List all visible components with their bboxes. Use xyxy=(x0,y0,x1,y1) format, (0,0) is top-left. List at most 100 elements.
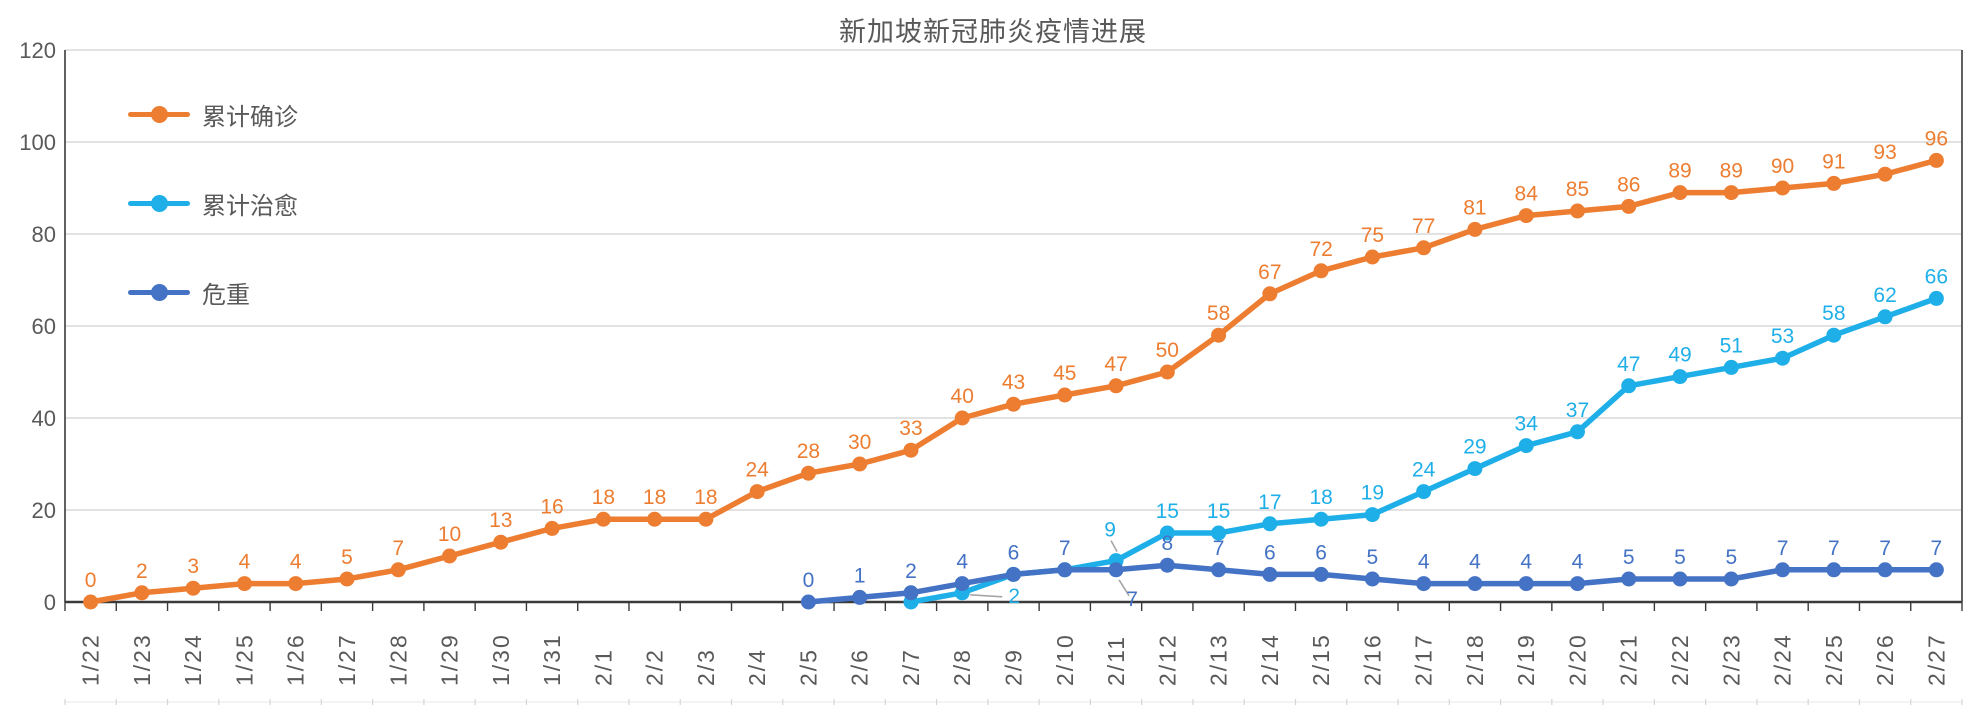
svg-text:1/31: 1/31 xyxy=(539,633,565,686)
critical-series-marker-icon xyxy=(128,283,190,301)
svg-text:2: 2 xyxy=(136,560,148,583)
legend-label-cured: 累计治愈 xyxy=(202,192,298,220)
svg-text:2/4: 2/4 xyxy=(744,648,770,686)
svg-text:6: 6 xyxy=(1264,541,1276,564)
svg-text:5: 5 xyxy=(1674,546,1686,569)
svg-text:89: 89 xyxy=(1668,160,1691,183)
svg-text:2/16: 2/16 xyxy=(1359,633,1385,686)
svg-text:40: 40 xyxy=(32,406,56,431)
svg-text:53: 53 xyxy=(1771,325,1794,348)
svg-text:2/8: 2/8 xyxy=(949,648,975,686)
svg-text:47: 47 xyxy=(1104,353,1127,376)
svg-text:2: 2 xyxy=(905,560,917,583)
legend-item-critical: 危重 xyxy=(128,276,298,309)
svg-text:5: 5 xyxy=(1367,546,1379,569)
svg-text:85: 85 xyxy=(1566,178,1589,201)
svg-text:47: 47 xyxy=(1617,353,1640,376)
svg-text:18: 18 xyxy=(643,486,666,509)
svg-text:100: 100 xyxy=(19,130,56,155)
svg-text:1: 1 xyxy=(854,564,866,587)
confirmed-series-marker-icon xyxy=(128,105,190,123)
svg-text:2/21: 2/21 xyxy=(1616,633,1642,686)
svg-text:33: 33 xyxy=(899,417,922,440)
svg-text:1/29: 1/29 xyxy=(437,633,463,686)
svg-text:89: 89 xyxy=(1720,160,1743,183)
svg-text:18: 18 xyxy=(1309,486,1332,509)
svg-text:16: 16 xyxy=(540,495,563,518)
svg-text:43: 43 xyxy=(1002,371,1025,394)
svg-text:2/5: 2/5 xyxy=(795,648,821,686)
svg-text:58: 58 xyxy=(1207,302,1230,325)
svg-text:80: 80 xyxy=(32,222,56,247)
svg-text:2/2: 2/2 xyxy=(642,648,668,686)
legend-item-cured: 累计治愈 xyxy=(128,187,298,220)
svg-text:17: 17 xyxy=(1258,491,1281,514)
svg-text:1/22: 1/22 xyxy=(78,633,104,686)
svg-text:24: 24 xyxy=(1412,459,1436,482)
svg-text:2/14: 2/14 xyxy=(1257,633,1283,686)
svg-text:86: 86 xyxy=(1617,173,1640,196)
svg-text:9: 9 xyxy=(1104,519,1116,542)
svg-text:37: 37 xyxy=(1566,399,1589,422)
svg-text:45: 45 xyxy=(1053,362,1076,385)
svg-text:4: 4 xyxy=(1469,551,1481,574)
legend-label-confirmed: 累计确诊 xyxy=(202,103,298,131)
svg-text:50: 50 xyxy=(1156,339,1179,362)
svg-text:1/25: 1/25 xyxy=(231,633,257,686)
svg-text:67: 67 xyxy=(1258,261,1281,284)
svg-text:5: 5 xyxy=(1725,546,1737,569)
svg-text:1/26: 1/26 xyxy=(283,633,309,686)
svg-text:2/26: 2/26 xyxy=(1872,633,1898,686)
svg-text:30: 30 xyxy=(848,431,871,454)
svg-text:84: 84 xyxy=(1515,183,1539,206)
svg-text:2/6: 2/6 xyxy=(847,648,873,686)
svg-text:90: 90 xyxy=(1771,155,1794,178)
svg-text:2/18: 2/18 xyxy=(1462,633,1488,686)
legend-item-confirmed: 累计确诊 xyxy=(128,98,298,131)
svg-text:60: 60 xyxy=(32,314,56,339)
svg-text:7: 7 xyxy=(1777,537,1789,560)
svg-text:2/7: 2/7 xyxy=(898,648,924,686)
svg-text:81: 81 xyxy=(1463,196,1486,219)
svg-text:0: 0 xyxy=(85,569,97,592)
svg-text:40: 40 xyxy=(951,385,974,408)
svg-text:2/9: 2/9 xyxy=(1001,648,1027,686)
svg-text:8: 8 xyxy=(1161,532,1173,555)
svg-text:2/3: 2/3 xyxy=(693,648,719,686)
svg-text:120: 120 xyxy=(19,38,56,63)
legend-label-critical: 危重 xyxy=(202,281,250,309)
svg-text:6: 6 xyxy=(1315,541,1327,564)
svg-text:77: 77 xyxy=(1412,215,1435,238)
svg-text:4: 4 xyxy=(1520,551,1532,574)
svg-text:2/11: 2/11 xyxy=(1103,635,1129,686)
svg-text:7: 7 xyxy=(1828,537,1840,560)
svg-text:91: 91 xyxy=(1822,150,1845,173)
svg-text:7: 7 xyxy=(1126,588,1138,611)
svg-text:1/23: 1/23 xyxy=(129,633,155,686)
svg-text:58: 58 xyxy=(1822,302,1845,325)
svg-text:4: 4 xyxy=(956,551,968,574)
svg-text:2/12: 2/12 xyxy=(1154,633,1180,686)
svg-text:4: 4 xyxy=(1572,551,1584,574)
svg-text:51: 51 xyxy=(1720,334,1743,357)
svg-text:34: 34 xyxy=(1515,413,1539,436)
svg-text:2/24: 2/24 xyxy=(1770,633,1796,686)
svg-text:29: 29 xyxy=(1463,436,1486,459)
svg-text:2: 2 xyxy=(1008,585,1020,608)
svg-text:4: 4 xyxy=(1418,551,1430,574)
svg-text:18: 18 xyxy=(592,486,615,509)
svg-text:2/13: 2/13 xyxy=(1206,633,1232,686)
svg-text:13: 13 xyxy=(489,509,512,532)
svg-text:2/15: 2/15 xyxy=(1308,633,1334,686)
svg-text:62: 62 xyxy=(1873,284,1896,307)
svg-text:2/1: 2/1 xyxy=(590,648,616,686)
svg-text:15: 15 xyxy=(1207,500,1230,523)
svg-text:1/24: 1/24 xyxy=(180,633,206,686)
svg-text:66: 66 xyxy=(1925,265,1948,288)
svg-text:2/22: 2/22 xyxy=(1667,633,1693,686)
svg-text:93: 93 xyxy=(1873,141,1896,164)
svg-text:49: 49 xyxy=(1668,344,1691,367)
svg-text:2/25: 2/25 xyxy=(1821,633,1847,686)
cured-series-marker-icon xyxy=(128,194,190,212)
svg-text:2/10: 2/10 xyxy=(1052,633,1078,686)
